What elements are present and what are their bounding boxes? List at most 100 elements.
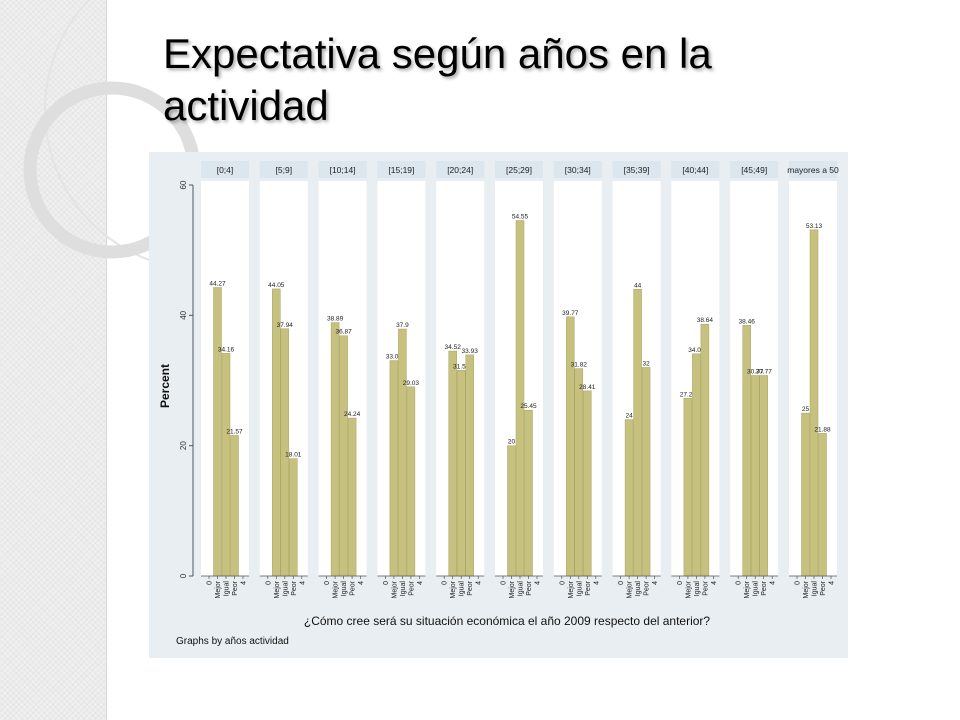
bar-value-label: 34.52 [445, 344, 462, 351]
x-tick-label: Mejor [274, 580, 281, 598]
panel-strip [730, 161, 779, 178]
x-tick-label: 4 [829, 581, 836, 585]
bar-value-label: 24.24 [344, 411, 361, 418]
bar [750, 375, 760, 577]
x-tick-label: Mejor [333, 580, 340, 598]
x-tick-label: Mejor [744, 580, 751, 598]
bar [801, 412, 810, 577]
panel-label: [25;29] [506, 165, 532, 175]
bar [515, 220, 525, 577]
panel-label: [15;19] [388, 165, 414, 175]
bar [456, 370, 466, 577]
x-tick-label: Igual [576, 581, 583, 597]
bar-value-label: 25 [802, 406, 810, 413]
bar [230, 435, 239, 577]
bar-value-label: 31.82 [571, 362, 588, 369]
y-tick-label: 20 [179, 441, 188, 450]
panel-strip [377, 161, 426, 178]
x-tick-label: Igual [812, 581, 819, 597]
x-tick-label: Igual [753, 581, 760, 597]
x-tick-label: Mejor [450, 580, 457, 598]
slide-title-line2: actividad [163, 82, 329, 129]
bar [742, 325, 751, 577]
x-tick-label: Peor [820, 580, 827, 595]
bar [683, 398, 693, 577]
bar [347, 417, 357, 577]
x-tick-label: Igual [459, 581, 466, 597]
x-tick-label: Igual [694, 581, 701, 597]
bar-value-label: 20 [508, 439, 516, 446]
bar [398, 328, 407, 577]
bar [507, 445, 516, 577]
panel-strip [789, 161, 837, 178]
bar-value-label: 24 [625, 413, 633, 420]
bar-value-label: 32 [642, 360, 650, 367]
bar [221, 353, 231, 577]
panel-label: [0;4] [217, 165, 234, 175]
bar-value-label: 44.05 [268, 282, 285, 289]
bar [692, 353, 701, 577]
bar-value-label: 37.9 [396, 322, 409, 329]
x-tick-label: 0 [736, 581, 743, 585]
x-tick-label: 4 [241, 581, 248, 585]
x-tick-label: Mejor [215, 580, 222, 598]
bar-value-label: 34.09 [688, 347, 705, 354]
x-tick-label: 4 [535, 581, 542, 585]
x-tick-label: 0 [501, 581, 508, 585]
bar-value-label: 39.77 [562, 310, 579, 317]
x-tick-label: 4 [417, 581, 424, 585]
bar-value-label: 38.89 [327, 316, 344, 323]
x-tick-label: Peor [408, 580, 415, 595]
bar-value-label: 25.45 [520, 403, 537, 410]
bar-value-label: 30.77 [747, 368, 764, 375]
bar [624, 419, 634, 577]
x-tick-label: Peor [350, 580, 357, 595]
x-tick-label: Igual [224, 581, 231, 597]
x-tick-label: 0 [559, 581, 566, 585]
x-tick-label: Peor [291, 580, 298, 595]
bar-value-label: 53.13 [806, 223, 823, 230]
x-tick-label: 0 [383, 581, 390, 585]
bar [406, 386, 416, 577]
bar [465, 354, 474, 577]
bar-value-label: 36.87 [335, 329, 352, 336]
x-tick-label: 4 [711, 581, 718, 585]
panel-label: mayores a 50 [787, 165, 839, 175]
bar [272, 288, 281, 577]
bar [289, 458, 298, 577]
panel-strip [495, 161, 543, 178]
x-tick-label: 0 [265, 581, 272, 585]
bar [633, 289, 642, 577]
x-tick-label: Igual [518, 581, 525, 597]
bar [566, 316, 575, 577]
x-tick-label: 4 [652, 581, 659, 585]
x-tick-label: Mejor [685, 580, 692, 598]
bar-value-label: 37.94 [277, 322, 294, 329]
x-tick-label: 4 [593, 581, 600, 585]
x-tick-label: Peor [585, 580, 592, 595]
x-tick-label: Mejor [568, 580, 575, 598]
y-tick-label: 40 [179, 310, 188, 319]
panel-strip [671, 161, 720, 178]
x-tick-label: 0 [324, 581, 331, 585]
x-tick-label: Mejor [803, 580, 810, 598]
bar-value-label: 34.16 [218, 346, 235, 353]
x-axis-label: ¿Cómo cree será su situación económica e… [304, 614, 711, 628]
bar-value-label: 33.06 [386, 354, 403, 361]
bar [213, 287, 222, 577]
x-tick-label: 0 [795, 581, 802, 585]
x-tick-label: 4 [299, 581, 306, 585]
x-tick-label: Mejor [391, 580, 398, 598]
bar-value-label: 38.46 [739, 318, 756, 325]
panel-label: [10;14] [330, 165, 356, 175]
x-tick-label: 4 [476, 581, 483, 585]
chart-image: 0 20 40 60 Percent [0;4] 0 44.27 Mejor 34.16 Igual… [149, 152, 848, 658]
x-tick-label: Igual [341, 581, 348, 597]
bar [574, 368, 584, 577]
bar [809, 229, 819, 577]
x-tick-label: Peor [702, 580, 709, 595]
panel-strip [318, 161, 367, 178]
x-tick-label: Peor [761, 580, 768, 595]
bar-value-label: 44 [634, 282, 642, 289]
bar [524, 409, 533, 577]
